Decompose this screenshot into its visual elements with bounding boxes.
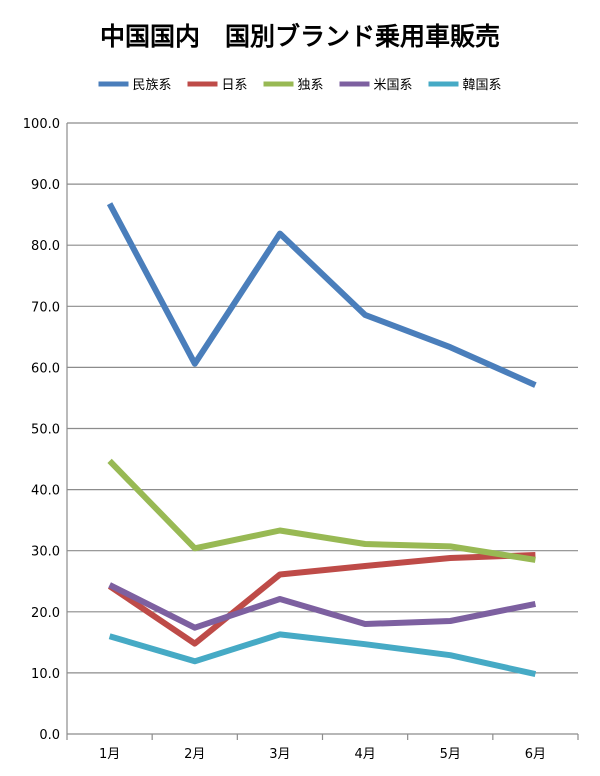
series-lines [106, 202, 537, 678]
y-tick-label: 10.0 [31, 667, 60, 682]
x-tick-label: 3月 [269, 747, 290, 762]
legend-item: 米国系 [339, 78, 413, 93]
y-tick-label: 20.0 [31, 606, 60, 621]
legend-label: 独系 [298, 78, 324, 93]
x-axis: 1月 2月 3月 4月 5月 6月 [66, 734, 579, 762]
y-tick-label: 0.0 [39, 728, 60, 743]
x-tick-label: 1月 [99, 747, 120, 762]
y-tick-label: 60.0 [31, 361, 60, 376]
legend-item: 日系 [187, 78, 248, 93]
y-tick-label: 100.0 [23, 117, 60, 132]
series-line-独系 [107, 458, 536, 563]
y-tick-label: 50.0 [31, 423, 60, 438]
y-tick-label: 90.0 [31, 178, 60, 193]
gridlines [66, 122, 578, 735]
chart-title: 中国国内 国別ブランド乗用車販売 [100, 22, 500, 51]
legend-item: 民族系 [98, 77, 172, 93]
series-line-日系 [107, 552, 536, 647]
x-tick-label: 5月 [440, 747, 461, 762]
y-tick-label: 70.0 [31, 300, 60, 315]
x-tick-label: 6月 [525, 747, 546, 762]
y-tick-label: 30.0 [31, 545, 60, 560]
y-axis: 0.0 10.0 20.0 30.0 40.0 50.0 60.0 70.0 80.0 90.0 1… [23, 117, 60, 743]
series-line-民族系 [106, 202, 537, 388]
legend-label: 日系 [222, 78, 248, 93]
series-line-米国系 [108, 582, 536, 631]
x-tick-label: 4月 [354, 747, 375, 762]
x-tick-label: 2月 [184, 747, 205, 762]
legend-label: 韓国系 [463, 78, 502, 93]
series-line-韓国系 [108, 631, 537, 678]
y-tick-label: 80.0 [31, 239, 60, 254]
legend-label: 民族系 [133, 77, 172, 93]
legend-item: 韓国系 [428, 78, 502, 93]
y-tick-label: 40.0 [31, 484, 60, 499]
legend-label: 米国系 [374, 78, 413, 93]
legend-item: 独系 [263, 78, 324, 93]
legend: 民族系 日系 独系 米国系 韓国系 [98, 77, 502, 93]
